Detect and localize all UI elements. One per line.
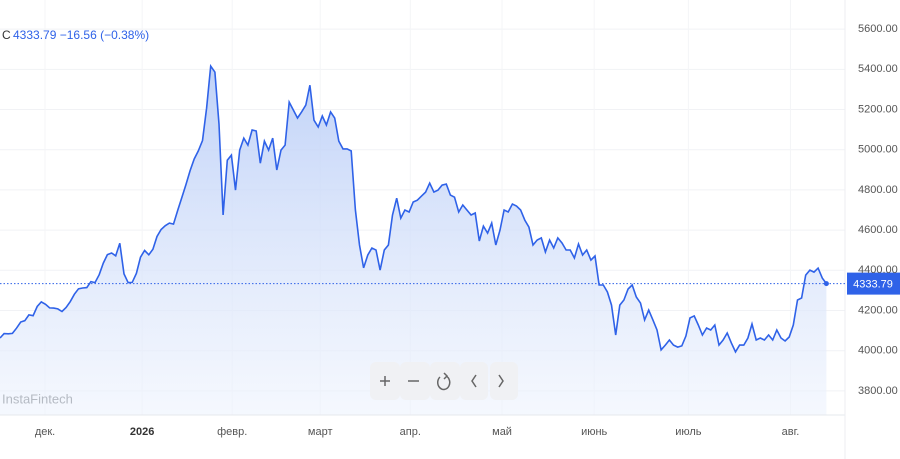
scroll-left[interactable] (460, 362, 488, 400)
x-tick-label: февр. (217, 426, 247, 438)
y-tick-label: 4000.00 (858, 345, 898, 357)
y-tick-label: 4200.00 (858, 304, 898, 316)
y-tick-label: 5000.00 (858, 144, 898, 156)
x-tick-label: апр. (400, 426, 421, 438)
line (0, 63, 828, 354)
plot (0, 63, 829, 415)
reset-icon (436, 372, 451, 391)
y-tick-label: 5600.00 (858, 23, 898, 35)
zoom-in-icon (380, 376, 390, 386)
y-tick-label: 4600.00 (858, 224, 898, 236)
x-tick-label: дек. (35, 426, 55, 438)
quote: 4333.79 −16.56 (−0.38%) (13, 28, 149, 42)
area (0, 66, 827, 415)
x-tick-label: июнь (581, 426, 607, 438)
price-tag (847, 272, 900, 295)
x-tick-label: июль (675, 426, 702, 438)
y-tick-label: 4800.00 (858, 184, 898, 196)
reset[interactable] (430, 362, 460, 400)
overlay: 4333.79 (0, 272, 900, 295)
scroll-right[interactable] (490, 362, 518, 400)
y-tick-label: 5200.00 (858, 103, 898, 115)
price-tag-label: 4333.79 (853, 279, 893, 291)
x-tick-label: авг. (782, 426, 800, 438)
x-tick-label: 2026 (130, 426, 154, 438)
symbol: С (2, 28, 11, 42)
y-tick-label: 3800.00 (858, 385, 898, 397)
x-tick-label: март (308, 426, 333, 438)
y-tick-label: 4400.00 (858, 264, 898, 276)
scroll-left-icon (471, 374, 477, 388)
x-tick-label: май (492, 426, 512, 438)
controls (370, 362, 518, 400)
scroll-right-icon (498, 374, 504, 388)
watermark: InstaFintech (2, 391, 73, 406)
y-tick-label: 5400.00 (858, 63, 898, 75)
